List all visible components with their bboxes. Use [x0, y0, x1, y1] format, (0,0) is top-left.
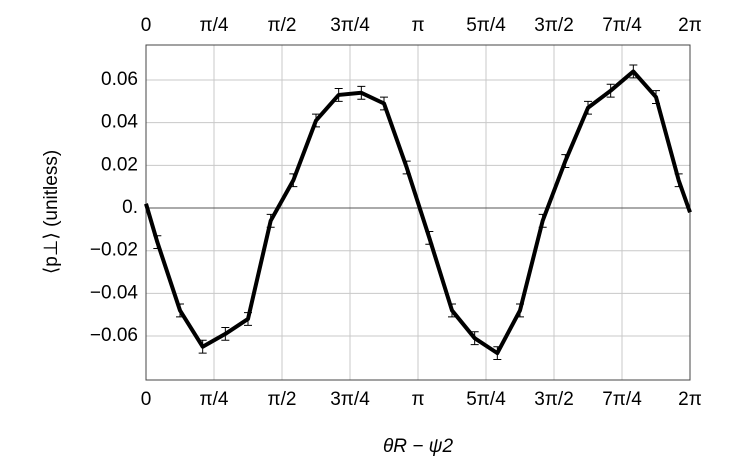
- x-tick-label: 0: [141, 389, 152, 410]
- error-bar: [176, 303, 184, 318]
- error-bar: [493, 346, 502, 361]
- y-tick-label: −0.06: [90, 325, 138, 346]
- error-bar: [652, 90, 660, 104]
- error-bar: [357, 85, 366, 100]
- x-top-tick-label: 3π/2: [534, 15, 574, 36]
- x-top-tick-label: 5π/4: [466, 15, 506, 36]
- y-tick-label: 0.02: [101, 154, 138, 175]
- x-top-tick-label: 7π/4: [602, 15, 642, 36]
- x-tick-label: 7π/4: [602, 389, 642, 410]
- error-bar: [244, 312, 252, 326]
- error-bar: [516, 303, 524, 318]
- x-top-tick-label: π: [411, 15, 424, 36]
- y-tick-label: 0.: [122, 197, 138, 218]
- y-tick-label: 0.06: [101, 69, 138, 90]
- error-bar: [198, 339, 207, 354]
- y-axis-label: ⟨p⊥⟩ (unitless): [41, 150, 62, 274]
- y-tick-label: −0.04: [90, 282, 139, 303]
- error-bar: [448, 303, 456, 318]
- error-bar: [266, 213, 275, 228]
- x-tick-label: π: [411, 389, 424, 410]
- y-tick-label: 0.04: [101, 112, 138, 133]
- x-tick-label: 3π/4: [330, 389, 370, 410]
- error-bar: [289, 173, 298, 188]
- x-top-tick-label: 2π: [678, 15, 702, 36]
- error-bar: [584, 100, 592, 115]
- x-top-tick-label: π/2: [268, 15, 297, 36]
- error-bar: [425, 230, 434, 245]
- error-bar: [380, 96, 388, 111]
- x-top-tick-label: π/4: [200, 15, 229, 36]
- error-bar: [629, 64, 638, 79]
- x-tick-label: 2π: [678, 389, 702, 410]
- error-bar: [153, 235, 162, 250]
- x-tick-label: π/2: [268, 389, 297, 410]
- error-bar: [561, 154, 570, 168]
- data-line: [144, 69, 692, 356]
- error-bar: [606, 83, 615, 98]
- x-tick-label: 3π/2: [534, 389, 574, 410]
- y-tick-label: −0.02: [90, 240, 138, 261]
- x-axis-label: θR − ψ2: [383, 436, 454, 457]
- error-bar: [334, 88, 343, 102]
- x-top-tick-label: 3π/4: [330, 15, 370, 36]
- error-bar: [470, 331, 479, 346]
- x-tick-label: 5π/4: [466, 389, 506, 410]
- x-top-tick-label: 0: [141, 15, 152, 36]
- error-bar: [221, 327, 230, 341]
- x-tick-label: π/4: [200, 389, 229, 410]
- error-bar: [538, 213, 547, 228]
- error-bar: [312, 113, 320, 128]
- error-bar: [402, 160, 411, 175]
- error-bar: [674, 173, 683, 188]
- plot-frame: [145, 44, 691, 381]
